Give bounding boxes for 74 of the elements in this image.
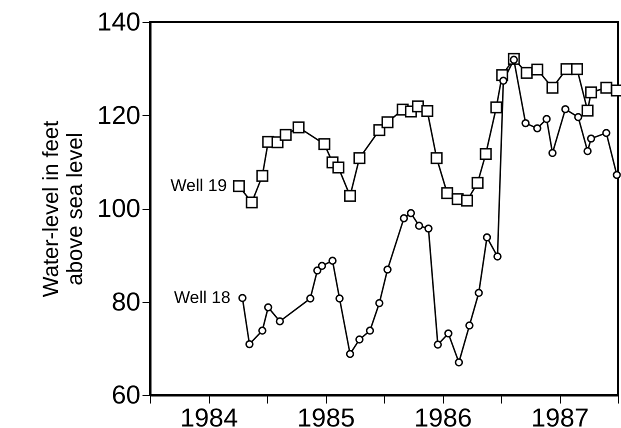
- point: [490, 101, 502, 114]
- point: [585, 86, 598, 98]
- y-tick-label: 120: [97, 100, 140, 130]
- point: [571, 63, 584, 76]
- point: [600, 82, 612, 94]
- point: [328, 256, 337, 265]
- y-axis-title: Water-level in feet above sea level: [38, 120, 88, 298]
- x-tick-label: 1987: [531, 402, 589, 428]
- point: [332, 161, 344, 174]
- point: [454, 358, 463, 366]
- point: [546, 82, 558, 94]
- point: [499, 76, 508, 85]
- point: [245, 340, 254, 348]
- point: [582, 104, 594, 117]
- point: [533, 124, 542, 132]
- point: [472, 176, 484, 189]
- point: [366, 326, 374, 335]
- point: [434, 340, 442, 349]
- point: [344, 190, 356, 202]
- point: [373, 124, 386, 136]
- point: [313, 266, 322, 275]
- point: [461, 194, 474, 207]
- point: [430, 152, 443, 164]
- point: [602, 128, 610, 138]
- point: [238, 294, 247, 302]
- point: [414, 222, 424, 230]
- point: [383, 265, 392, 274]
- x-tick-label: 1984: [180, 402, 238, 428]
- point: [280, 128, 292, 141]
- point: [264, 303, 272, 312]
- point: [574, 113, 582, 122]
- point: [583, 147, 592, 156]
- series-label: Well 18: [174, 288, 230, 308]
- point: [346, 350, 354, 358]
- point: [318, 262, 326, 270]
- point: [421, 105, 434, 118]
- point: [441, 187, 454, 200]
- x-tick-label: 1986: [414, 402, 472, 428]
- point: [318, 138, 330, 150]
- point: [400, 214, 408, 222]
- point: [548, 148, 557, 158]
- point: [482, 233, 492, 242]
- y-tick-label: 60: [112, 380, 140, 410]
- point: [444, 329, 452, 338]
- y-tick-label: 100: [97, 193, 140, 223]
- y-tick-label: 140: [97, 6, 140, 36]
- point: [480, 148, 492, 160]
- point: [276, 317, 284, 326]
- point: [292, 121, 305, 134]
- point: [232, 180, 245, 192]
- point: [493, 252, 502, 261]
- point: [256, 170, 268, 182]
- point: [612, 170, 621, 180]
- point: [375, 299, 384, 308]
- point: [353, 152, 366, 164]
- point: [258, 326, 266, 335]
- point: [465, 321, 474, 330]
- point: [586, 134, 596, 143]
- point: [542, 114, 551, 124]
- point: [474, 288, 483, 297]
- y-tick-label: 80: [112, 286, 140, 316]
- point: [424, 224, 433, 233]
- point: [520, 66, 533, 79]
- point: [382, 116, 394, 128]
- point: [521, 119, 530, 128]
- point: [306, 294, 314, 303]
- point: [335, 294, 344, 303]
- point: [531, 64, 544, 76]
- series-label: Well 19: [170, 176, 227, 196]
- point: [246, 196, 258, 208]
- point: [355, 335, 364, 344]
- x-tick-label: 1985: [297, 402, 355, 428]
- point: [406, 209, 416, 218]
- point: [561, 105, 570, 114]
